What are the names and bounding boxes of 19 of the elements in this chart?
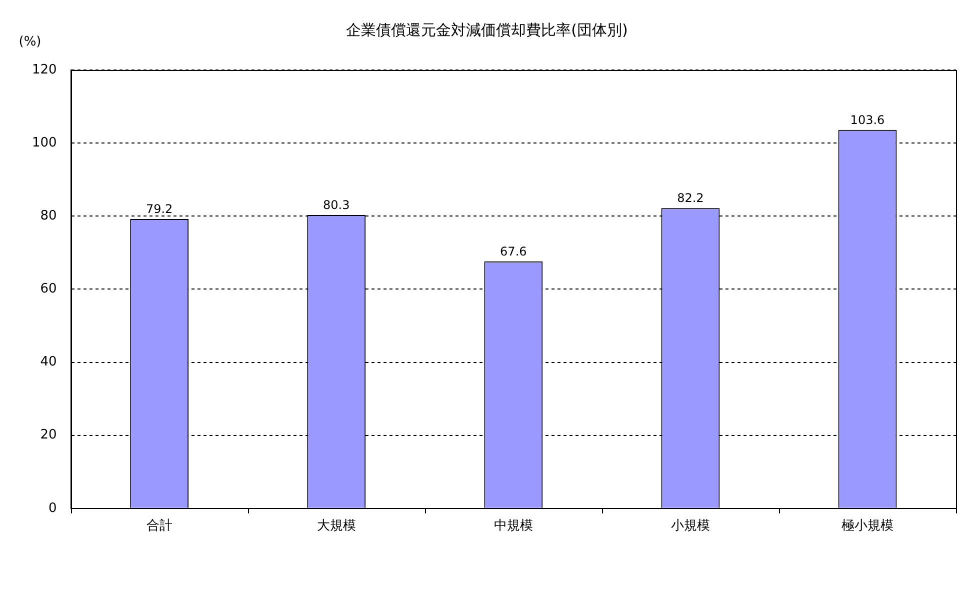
x-tick-label: 中規模 bbox=[494, 518, 533, 534]
x-tick-label: 大規模 bbox=[316, 518, 356, 534]
chart-title: 企業債償還元金対減価償却費比率(団体別) bbox=[346, 20, 628, 39]
y-tick-label: 100 bbox=[32, 135, 57, 150]
data-label: 80.3 bbox=[323, 198, 350, 212]
x-tick-label: 合計 bbox=[146, 518, 172, 534]
y-tick-label: 120 bbox=[32, 62, 57, 78]
data-label: 103.6 bbox=[850, 113, 885, 128]
x-tick-label: 小規模 bbox=[670, 518, 710, 534]
x-tick-label: 極小規模 bbox=[841, 518, 894, 534]
y-tick-label: 0 bbox=[48, 500, 57, 516]
data-label: 79.2 bbox=[146, 202, 173, 216]
data-label: 82.2 bbox=[677, 191, 704, 206]
y-tick-label: 60 bbox=[40, 282, 57, 297]
data-label: 67.6 bbox=[500, 244, 527, 259]
y-tick-label: 20 bbox=[40, 428, 57, 443]
y-axis-title: (%) bbox=[18, 34, 42, 50]
y-tick-label: 80 bbox=[40, 208, 57, 224]
y-tick-label: 40 bbox=[40, 354, 57, 370]
